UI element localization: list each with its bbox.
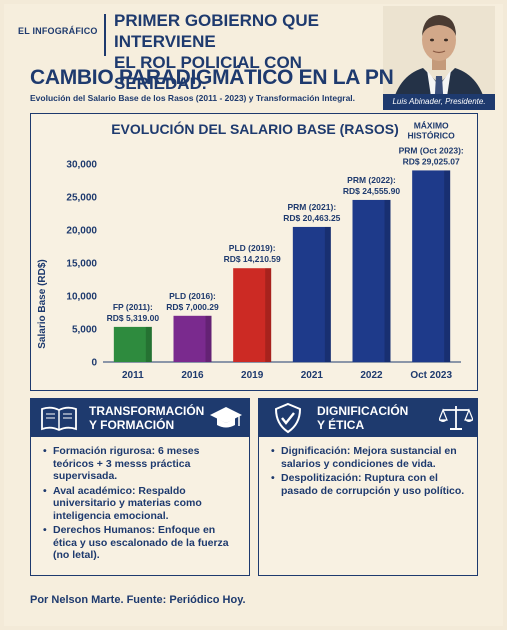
bar-label-party: FP (2011): — [113, 302, 153, 312]
headline-line-2: EL ROL POLICIAL CON SERIEDAD. — [114, 53, 302, 93]
dignification-panel: DIGNIFICACIÓN Y ÉTICA Dignificación: Mej… — [258, 398, 478, 576]
book-icon — [41, 406, 77, 432]
transformation-item: Derechos Humanos: Enfoque en ética y uso… — [43, 524, 241, 562]
bar-shade — [145, 326, 152, 362]
bar-shade — [324, 226, 331, 362]
x-tick-label: 2011 — [122, 370, 144, 381]
transformation-list: Formación rigurosa: 6 meses teóricos + 3… — [31, 437, 249, 562]
brand-label: EL INFOGRÁFICO — [18, 26, 98, 36]
section-title: CAMBIO PARADIGMÁTICO EN LA PN — [30, 66, 394, 89]
transformation-item: Aval académico: Respaldo universitario y… — [43, 485, 241, 523]
dignification-title-line-1: DIGNIFICACIÓN — [317, 404, 409, 418]
bar-label-party: PRM (2022): — [347, 175, 396, 185]
bar-2022 — [352, 199, 391, 362]
bar-label-value: RD$ 14,210.59 — [224, 254, 281, 264]
bar-2019 — [233, 268, 272, 362]
dignification-title-line-2: Y ÉTICA — [317, 418, 365, 432]
bar-shade — [444, 170, 451, 362]
transformation-panel: TRANSFORMACIÓN Y FORMACIÓN Formación rig… — [30, 398, 250, 576]
salary-chart-svg: EVOLUCIÓN DEL SALARIO BASE (RASOS) Salar… — [37, 120, 464, 381]
x-tick-label: Oct 2023 — [410, 370, 452, 381]
dignification-item: Dignificación: Mejora sustancial en sala… — [271, 445, 469, 470]
dignification-item: Despolitización: Ruptura con el pasado d… — [271, 472, 469, 497]
bar-label-value: RD$ 24,555.90 — [343, 186, 400, 196]
bar-label-party: PLD (2016): — [169, 291, 216, 301]
y-axis-label: Salario Base (RD$) — [37, 259, 48, 348]
bar-label-value: RD$ 5,319.00 — [107, 313, 160, 323]
graduation-cap-icon — [210, 407, 242, 428]
y-tick-label: 0 — [91, 358, 97, 369]
chart-title: EVOLUCIÓN DEL SALARIO BASE (RASOS) — [111, 120, 399, 137]
shield-check-icon — [274, 402, 302, 434]
bar-shade — [205, 315, 212, 362]
bar-label-party: PRM (Oct 2023): — [399, 145, 464, 155]
section-subtitle: Evolución del Salario Base de los Rasos … — [30, 93, 356, 103]
dignification-title: DIGNIFICACIÓN Y ÉTICA — [317, 404, 408, 432]
bar-label-value: RD$ 7,000.29 — [166, 302, 219, 312]
bar-shade — [384, 199, 391, 362]
max-annotation-line-1: MÁXIMO — [414, 120, 449, 130]
transformation-header: TRANSFORMACIÓN Y FORMACIÓN — [31, 399, 249, 437]
portrait-caption: Luis Abinader, Presidente. — [383, 94, 495, 110]
bar-shade — [265, 268, 272, 362]
x-tick-label: 2021 — [301, 370, 324, 381]
bar-2011 — [113, 326, 152, 362]
bar-label-party: PLD (2019): — [229, 243, 276, 253]
dignification-header: DIGNIFICACIÓN Y ÉTICA — [259, 399, 477, 437]
y-tick-label: 15,000 — [66, 259, 97, 270]
headline: PRIMER GOBIERNO QUE INTERVIENE EL ROL PO… — [114, 10, 384, 94]
y-tick-label: 30,000 — [66, 160, 97, 171]
bar-label-value: RD$ 29,025.07 — [403, 156, 460, 166]
scales-icon — [439, 406, 473, 430]
x-tick-label: 2019 — [241, 370, 264, 381]
y-tick-label: 20,000 — [66, 226, 97, 237]
x-tick-label: 2016 — [181, 370, 204, 381]
bar-2016 — [173, 315, 212, 362]
y-tick-label: 5,000 — [72, 325, 97, 336]
transformation-title-line-2: Y FORMACIÓN — [89, 418, 175, 432]
transformation-title: TRANSFORMACIÓN Y FORMACIÓN — [89, 404, 204, 432]
brand-divider — [104, 14, 106, 56]
headline-line-1: PRIMER GOBIERNO QUE INTERVIENE — [114, 11, 319, 51]
max-annotation-line-2: HISTÓRICO — [408, 129, 456, 140]
dignification-list: Dignificación: Mejora sustancial en sala… — [259, 437, 477, 497]
salary-chart: EVOLUCIÓN DEL SALARIO BASE (RASOS) Salar… — [30, 113, 478, 391]
footer-credit: Por Nelson Marte. Fuente: Periódico Hoy. — [30, 594, 246, 606]
x-tick-label: 2022 — [360, 370, 383, 381]
bar-label-party: PRM (2021): — [288, 202, 337, 212]
transformation-item: Formación rigurosa: 6 meses teóricos + 3… — [43, 445, 241, 483]
bar-2021 — [292, 226, 331, 362]
y-tick-label: 25,000 — [66, 193, 97, 204]
bar-label-value: RD$ 20,463.25 — [283, 213, 340, 223]
y-tick-label: 10,000 — [66, 292, 97, 303]
transformation-title-line-1: TRANSFORMACIÓN — [89, 404, 205, 418]
bar-oct-2023 — [412, 170, 451, 362]
